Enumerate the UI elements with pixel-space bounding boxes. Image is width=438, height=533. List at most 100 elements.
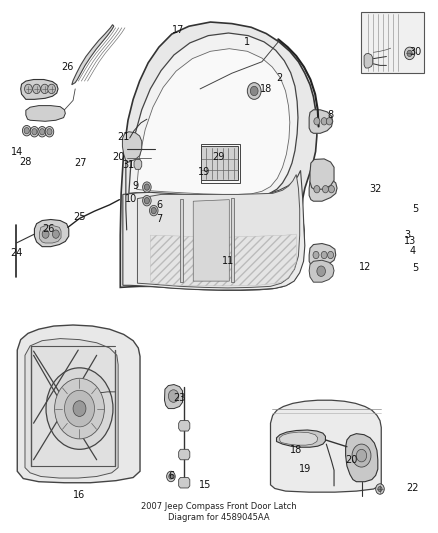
Text: 18: 18 bbox=[290, 446, 302, 455]
Circle shape bbox=[314, 118, 320, 125]
Polygon shape bbox=[39, 226, 61, 243]
Circle shape bbox=[22, 125, 31, 136]
Text: 32: 32 bbox=[370, 184, 382, 194]
Polygon shape bbox=[134, 159, 142, 169]
Text: 3: 3 bbox=[405, 230, 411, 240]
Circle shape bbox=[53, 230, 59, 238]
Polygon shape bbox=[26, 106, 65, 122]
Polygon shape bbox=[179, 449, 190, 460]
Polygon shape bbox=[276, 430, 325, 447]
Circle shape bbox=[407, 50, 412, 56]
Text: 12: 12 bbox=[359, 262, 371, 271]
Text: 13: 13 bbox=[404, 237, 417, 246]
Polygon shape bbox=[21, 79, 58, 99]
Circle shape bbox=[64, 390, 95, 427]
Circle shape bbox=[169, 474, 173, 479]
Text: 22: 22 bbox=[406, 483, 418, 494]
Text: 19: 19 bbox=[198, 167, 210, 177]
Circle shape bbox=[55, 378, 104, 439]
Polygon shape bbox=[123, 171, 305, 290]
Polygon shape bbox=[231, 198, 234, 282]
Polygon shape bbox=[364, 53, 373, 68]
Polygon shape bbox=[138, 175, 300, 288]
Circle shape bbox=[376, 484, 384, 494]
Circle shape bbox=[168, 390, 179, 402]
Text: 15: 15 bbox=[199, 480, 212, 490]
Polygon shape bbox=[201, 147, 238, 180]
Circle shape bbox=[352, 444, 371, 467]
Polygon shape bbox=[120, 22, 317, 290]
Text: 20: 20 bbox=[345, 455, 357, 465]
Circle shape bbox=[326, 118, 332, 125]
Circle shape bbox=[24, 127, 29, 134]
Polygon shape bbox=[309, 176, 337, 201]
Text: 14: 14 bbox=[11, 147, 23, 157]
Circle shape bbox=[251, 86, 258, 96]
Circle shape bbox=[166, 471, 175, 482]
Polygon shape bbox=[279, 432, 318, 445]
Text: 19: 19 bbox=[299, 464, 311, 474]
Text: 8: 8 bbox=[328, 110, 334, 120]
Circle shape bbox=[73, 401, 86, 416]
Circle shape bbox=[313, 252, 319, 259]
Text: 21: 21 bbox=[117, 132, 130, 142]
Text: 7: 7 bbox=[157, 214, 163, 224]
Circle shape bbox=[39, 128, 45, 135]
Circle shape bbox=[357, 449, 367, 462]
Circle shape bbox=[25, 84, 32, 94]
Text: 20: 20 bbox=[112, 152, 124, 162]
Polygon shape bbox=[17, 325, 140, 483]
Text: 10: 10 bbox=[125, 193, 137, 204]
Text: 1: 1 bbox=[244, 37, 250, 47]
Text: 28: 28 bbox=[19, 157, 31, 167]
Text: 25: 25 bbox=[73, 212, 86, 222]
Text: 24: 24 bbox=[10, 248, 23, 258]
Text: 31: 31 bbox=[122, 160, 134, 169]
Polygon shape bbox=[129, 33, 298, 197]
Polygon shape bbox=[193, 200, 230, 281]
Circle shape bbox=[42, 230, 49, 238]
Circle shape bbox=[144, 198, 149, 204]
Circle shape bbox=[321, 118, 327, 125]
Text: 6: 6 bbox=[157, 200, 163, 210]
Circle shape bbox=[47, 128, 52, 135]
Text: 17: 17 bbox=[172, 26, 184, 35]
Circle shape bbox=[46, 368, 113, 449]
Circle shape bbox=[143, 196, 151, 206]
Text: 18: 18 bbox=[260, 84, 272, 94]
Circle shape bbox=[48, 84, 56, 94]
Circle shape bbox=[328, 252, 334, 259]
Polygon shape bbox=[165, 384, 183, 409]
Polygon shape bbox=[137, 49, 290, 195]
Polygon shape bbox=[123, 132, 142, 162]
Text: 30: 30 bbox=[410, 47, 422, 58]
Text: 2007 Jeep Compass Front Door Latch
Diagram for 4589045AA: 2007 Jeep Compass Front Door Latch Diagr… bbox=[141, 502, 297, 522]
Polygon shape bbox=[35, 220, 69, 247]
Circle shape bbox=[38, 126, 46, 137]
Circle shape bbox=[144, 184, 149, 190]
Polygon shape bbox=[179, 478, 190, 488]
Polygon shape bbox=[309, 244, 336, 266]
Circle shape bbox=[143, 182, 151, 192]
Circle shape bbox=[33, 84, 40, 94]
Text: 16: 16 bbox=[74, 490, 85, 500]
Polygon shape bbox=[25, 338, 118, 478]
Circle shape bbox=[151, 207, 156, 214]
Text: 27: 27 bbox=[74, 158, 87, 168]
Polygon shape bbox=[346, 434, 378, 482]
Text: 11: 11 bbox=[222, 256, 234, 266]
Polygon shape bbox=[180, 199, 183, 282]
Circle shape bbox=[41, 84, 49, 94]
Circle shape bbox=[317, 266, 325, 277]
Circle shape bbox=[322, 185, 328, 193]
Circle shape bbox=[45, 126, 54, 137]
Circle shape bbox=[247, 83, 261, 99]
Polygon shape bbox=[310, 159, 334, 189]
Circle shape bbox=[328, 185, 335, 193]
Circle shape bbox=[149, 205, 158, 216]
Text: 23: 23 bbox=[173, 393, 186, 403]
Circle shape bbox=[321, 252, 327, 259]
Circle shape bbox=[378, 487, 382, 491]
Text: 2: 2 bbox=[276, 74, 282, 84]
Text: 26: 26 bbox=[42, 224, 55, 234]
